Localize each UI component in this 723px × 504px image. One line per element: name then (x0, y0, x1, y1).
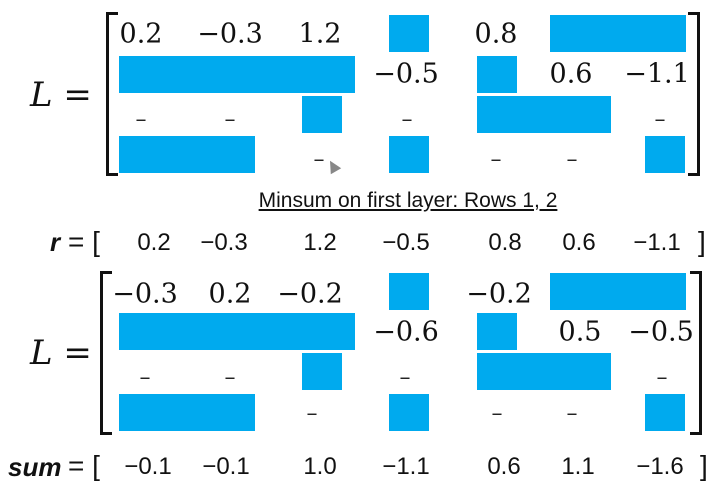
sum-value-7: −1.6 (636, 453, 684, 480)
sum-vector-close: ] (700, 450, 708, 481)
r-value-1: 0.2 (137, 229, 171, 256)
matrix-2-right-bracket (690, 271, 702, 435)
m1-r2-block-c5 (477, 56, 517, 93)
m1-r2-block-c1-3 (119, 56, 355, 93)
m2-r1-c3: −0.2 (277, 278, 343, 310)
m1-r2-c6: 0.6 (549, 58, 593, 90)
m2-r3-block-c5-6 (477, 353, 611, 390)
m2-r3-dash-c4: – (399, 365, 411, 390)
m2-r3-dash-c1: – (139, 365, 151, 390)
m1-r1-block-c4 (389, 15, 429, 52)
m1-r1-c3: 1.2 (298, 18, 342, 50)
r-value-6: 0.6 (562, 229, 596, 256)
m2-r4-dash-c5: – (491, 401, 503, 426)
r-vector-label: r (50, 227, 61, 257)
r-vector-close: ] (698, 226, 706, 257)
m2-r3-dash-c2: – (224, 365, 236, 390)
m2-r2-c6: 0.5 (558, 316, 602, 348)
m1-r3-block-c5-6 (477, 96, 611, 133)
m2-r2-c7: −0.5 (628, 316, 694, 348)
sum-value-3: 1.0 (303, 453, 337, 480)
m2-r4-dash-c3: – (306, 401, 318, 426)
r-value-3: 1.2 (303, 229, 337, 256)
m2-r1-c1: −0.3 (112, 278, 178, 310)
m1-r3-dash-c2: – (224, 107, 236, 132)
sum-value-2: −0.1 (202, 453, 250, 480)
m1-r2-c4: −0.5 (373, 58, 439, 90)
m1-r3-block-c3 (302, 96, 342, 133)
r-value-4: −0.5 (382, 229, 430, 256)
m1-r1-c1: 0.2 (119, 18, 163, 50)
m1-r4-block-c7 (645, 136, 685, 173)
m1-r4-block-c4 (389, 136, 429, 173)
r-value-5: 0.8 (488, 229, 522, 256)
m2-r2-block-c5 (477, 313, 517, 350)
matrix-2-label: L = (30, 333, 92, 373)
r-value-2: −0.3 (200, 229, 248, 256)
sum-vector-equals-open: = [ (68, 450, 100, 481)
m1-r4-block-c1-2 (119, 136, 255, 173)
m2-r4-block-c4 (389, 394, 429, 431)
sum-vector-label: sum (8, 452, 62, 482)
m2-r2-c4: −0.6 (373, 316, 439, 348)
m2-r4-block-c1-2 (119, 394, 255, 431)
sum-value-6: 1.1 (561, 453, 595, 480)
m1-r4-dash-c3: – (313, 147, 325, 172)
m1-r1-c5: 0.8 (474, 18, 518, 50)
sum-value-1: −0.1 (124, 453, 172, 480)
m2-r3-block-c3 (302, 353, 342, 390)
sum-value-5: 0.6 (487, 453, 521, 480)
mouse-cursor-icon (324, 157, 342, 175)
m1-r4-dash-c6: – (566, 147, 578, 172)
m2-r4-dash-c6: – (566, 401, 578, 426)
m2-r3-dash-c7: – (656, 365, 668, 390)
matrix-2-left-bracket (100, 271, 112, 435)
m2-r4-block-c7 (645, 394, 685, 431)
matrix-1-right-bracket (688, 12, 700, 176)
m1-r3-dash-c1: – (135, 107, 147, 132)
m1-r4-dash-c5: – (490, 147, 502, 172)
sum-value-4: −1.1 (382, 453, 430, 480)
m1-r3-dash-c7: – (654, 107, 666, 132)
m1-r1-c2: −0.3 (197, 18, 263, 50)
m2-r1-c5: −0.2 (466, 278, 532, 310)
m2-r1-block-c4 (389, 273, 429, 310)
caption: Minsum on first layer: Rows 1, 2 (258, 189, 558, 212)
m2-r1-block-c6-7 (550, 273, 686, 310)
m1-r2-c7: −1.1 (624, 58, 690, 90)
m1-r1-block-c6-7 (550, 15, 686, 52)
r-value-7: −1.1 (633, 229, 681, 256)
matrix-1-left-bracket (106, 12, 118, 176)
r-vector-equals-open: = [ (68, 226, 100, 257)
m2-r2-block-c1-3 (119, 313, 355, 350)
m2-r1-c2: 0.2 (208, 278, 252, 310)
m1-r3-dash-c4: – (401, 107, 413, 132)
matrix-1-label: L = (30, 75, 92, 115)
